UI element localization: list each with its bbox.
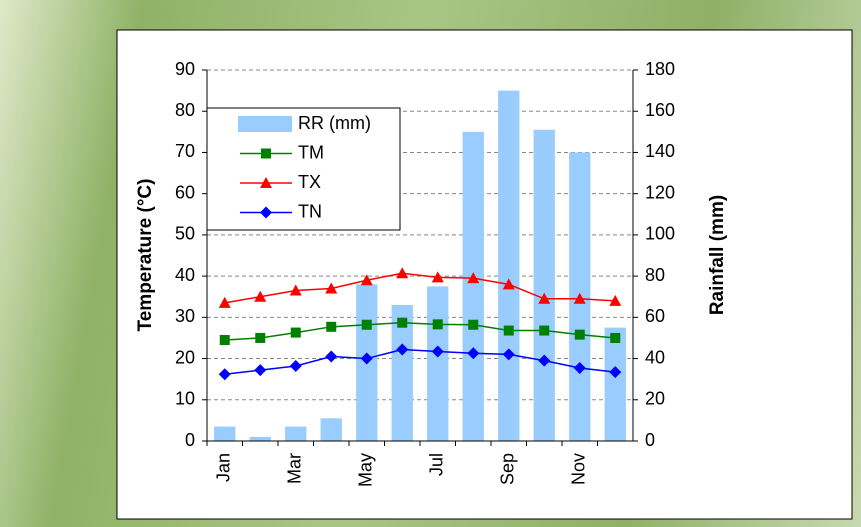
marker [289, 359, 302, 372]
bar [391, 304, 413, 441]
y-tick-label: 40 [175, 265, 195, 285]
marker [503, 325, 514, 336]
x-tick-label: Jul [427, 453, 447, 476]
marker [218, 368, 231, 381]
marker [397, 317, 408, 328]
marker [326, 321, 337, 332]
bar [214, 426, 236, 441]
chart-area [116, 29, 853, 520]
bar [249, 436, 271, 441]
legend-label: RR (mm) [298, 113, 371, 133]
y2-tick-label: 20 [645, 389, 665, 409]
y2-tick-label: 60 [645, 306, 665, 326]
legend: RR (mm) TM TX TN [206, 107, 401, 231]
marker [254, 364, 267, 377]
y2-tick-label: 160 [645, 100, 675, 120]
marker [468, 319, 479, 330]
y2-tick-label: 180 [645, 59, 675, 79]
marker [260, 177, 272, 188]
y2-axis-title: Rainfall (mm) [707, 195, 728, 315]
marker [260, 206, 272, 219]
legend-label: TM [298, 142, 324, 162]
x-tick-label: Sep [498, 453, 518, 485]
marker [573, 362, 586, 375]
bar [427, 286, 449, 441]
marker [255, 332, 266, 343]
line [224, 272, 616, 304]
marker [609, 294, 622, 306]
marker [538, 292, 551, 304]
bar [285, 426, 307, 441]
y-axis-title: Temperature (°C) [135, 179, 156, 332]
line [224, 321, 616, 341]
y2-tick-label: 140 [645, 141, 675, 161]
y-tick-label: 30 [175, 306, 195, 326]
marker [325, 282, 338, 294]
marker [502, 278, 515, 290]
y-tick-label: 60 [175, 182, 195, 202]
marker [431, 271, 444, 283]
marker [360, 352, 373, 365]
marker [219, 335, 230, 346]
x-tick-label: Jan [214, 453, 234, 482]
y2-tick-label: 40 [645, 347, 665, 367]
y-tick-label: 10 [175, 389, 195, 409]
legend-label: TN [298, 201, 322, 221]
y-tick-label: 0 [185, 430, 195, 450]
marker [467, 347, 480, 360]
legend-swatch [238, 116, 292, 132]
bar [462, 131, 484, 442]
y2-tick-label: 100 [645, 224, 675, 244]
x-tick-label: Mar [285, 453, 305, 484]
marker [431, 345, 444, 358]
marker [325, 350, 338, 363]
marker [610, 332, 621, 343]
marker [609, 366, 622, 379]
marker [396, 267, 409, 279]
x-tick-label: Nov [569, 453, 589, 485]
marker [254, 290, 267, 302]
y2-tick-label: 0 [645, 430, 655, 450]
marker [289, 284, 302, 296]
marker [502, 348, 515, 361]
marker [574, 329, 585, 340]
marker [467, 272, 480, 284]
bar [498, 90, 520, 441]
marker [539, 325, 550, 336]
y-tick-label: 90 [175, 59, 195, 79]
y2-tick-label: 120 [645, 182, 675, 202]
marker [538, 354, 551, 367]
marker [432, 319, 443, 330]
y-tick-label: 80 [175, 100, 195, 120]
y-tick-label: 20 [175, 347, 195, 367]
line [224, 348, 616, 375]
legend-label: TX [298, 172, 321, 192]
marker [261, 148, 271, 159]
marker [290, 327, 301, 338]
y2-tick-label: 80 [645, 265, 665, 285]
bar [320, 418, 342, 441]
marker [360, 274, 373, 286]
bar [533, 129, 555, 441]
x-tick-label: May [356, 453, 376, 487]
y-tick-label: 70 [175, 141, 195, 161]
marker [218, 296, 231, 308]
bar [604, 327, 626, 441]
y-tick-label: 50 [175, 224, 195, 244]
marker [361, 319, 372, 330]
marker [573, 292, 586, 304]
marker [396, 343, 409, 356]
